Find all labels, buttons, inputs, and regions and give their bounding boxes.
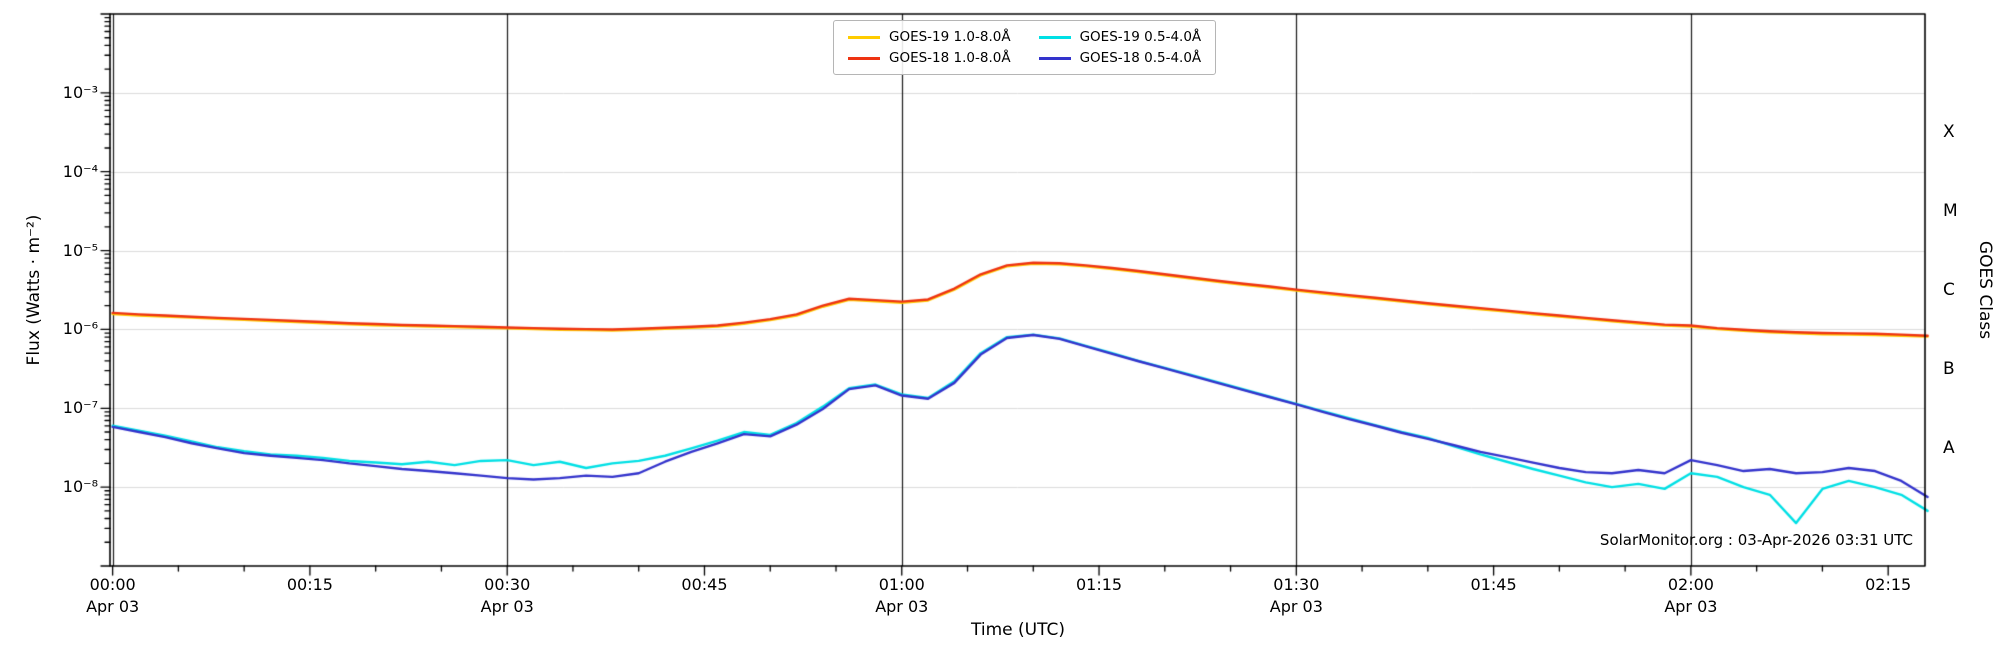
x-tick-date-label: Apr 03 — [1269, 597, 1323, 616]
x-tick-label: 01:00 — [878, 575, 925, 594]
y-tick-label: 10⁻⁶ — [62, 319, 98, 339]
x-tick-date-label: Apr 03 — [480, 597, 534, 616]
goes19-long-line-swatch — [848, 35, 880, 39]
x-tick-label: 01:30 — [1273, 575, 1320, 594]
x-tick-label: 02:00 — [1667, 575, 1714, 594]
y-tick-label: 10⁻⁷ — [62, 398, 98, 418]
solarmonitor-watermark: SolarMonitor.org : 03-Apr-2026 03:31 UTC — [1599, 531, 1913, 549]
x-tick-label: 01:45 — [1470, 575, 1517, 594]
legend-item-goes19-long: GOES-19 1.0-8.0Å — [848, 29, 1011, 45]
x-tick-label: 00:00 — [89, 575, 136, 594]
goes-class-letter: C — [1943, 280, 1955, 300]
y-axis-title: Flux (Watts · m⁻²) — [24, 214, 44, 366]
x-axis-title: Time (UTC) — [971, 620, 1065, 640]
legend-item-goes18-short: GOES-18 0.5-4.0Å — [1038, 50, 1202, 66]
legend-item-goes18-long: GOES-18 1.0-8.0Å — [848, 50, 1011, 66]
legend-label-goes18-short: GOES-18 0.5-4.0Å — [1079, 50, 1202, 66]
y-tick-label: 10⁻⁵ — [62, 240, 98, 260]
goes18-long-line-swatch — [848, 56, 880, 60]
right-axis-title: GOES Class — [1975, 240, 1995, 340]
x-tick-label: 00:30 — [484, 575, 531, 594]
x-tick-label: 00:45 — [681, 575, 728, 594]
x-tick-label: 02:15 — [1865, 575, 1912, 594]
goes18-short-line-swatch — [1038, 56, 1071, 60]
legend-label-goes19-short: GOES-19 0.5-4.0Å — [1079, 29, 1202, 45]
x-tick-label: 01:15 — [1075, 575, 1123, 594]
x-tick-date-label: Apr 03 — [875, 597, 929, 616]
goes-class-letter: B — [1943, 358, 1955, 379]
x-tick-date-label: Apr 03 — [86, 597, 140, 616]
goes-class-letter: M — [1943, 201, 1958, 222]
x-tick-label: 00:15 — [286, 575, 333, 594]
goes-class-letter: A — [1943, 437, 1955, 458]
legend-label-goes18-long: GOES-18 1.0-8.0Å — [889, 50, 1011, 66]
goes-class-letter: X — [1943, 122, 1955, 143]
y-tick-label: 10⁻³ — [62, 82, 98, 102]
legend: GOES-19 1.0-8.0Å GOES-18 1.0-8.0Å GOES-1… — [833, 20, 1217, 75]
y-tick-label: 10⁻⁴ — [62, 161, 98, 181]
legend-item-goes19-short: GOES-19 0.5-4.0Å — [1038, 29, 1202, 45]
goes19-short-line-swatch — [1038, 35, 1071, 39]
x-tick-date-label: Apr 03 — [1664, 597, 1718, 616]
y-tick-label: 10⁻⁸ — [62, 477, 98, 497]
legend-label-goes19-long: GOES-19 1.0-8.0Å — [889, 29, 1011, 45]
